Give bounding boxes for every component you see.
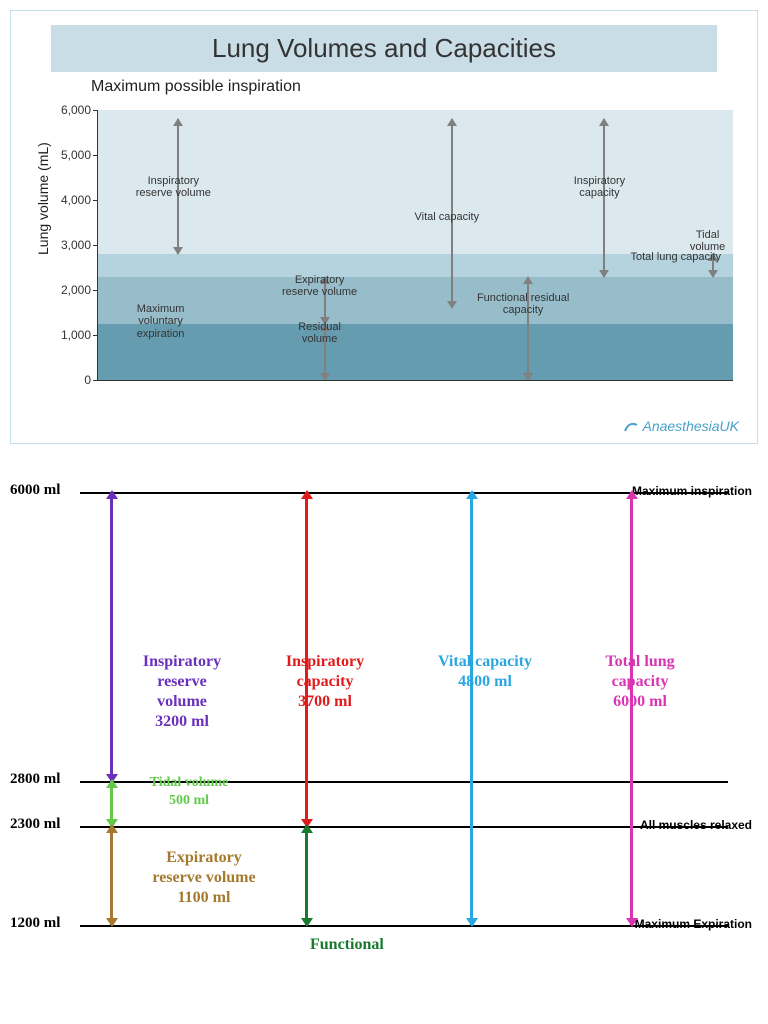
y-tick-label: 1,000 [41, 328, 91, 342]
swoosh-icon [623, 419, 639, 435]
functional-label: Functional [310, 935, 384, 955]
level-label-left: 1200 ml [10, 915, 60, 932]
y-axis-line [97, 110, 98, 380]
chart-title: Lung Volumes and Capacities [51, 25, 717, 72]
top-panel: Lung Volumes and Capacities Maximum poss… [10, 10, 758, 444]
volume-annotation: Inspiratoryreserve volume [133, 175, 213, 200]
capacity-label: Total lungcapacity6000 ml [570, 652, 710, 712]
spirometry-chart: Lung volume (mL) Inspiratoryreserve volu… [25, 100, 743, 410]
capacity-label: Tidal volume500 ml [124, 774, 254, 809]
volume-annotation: Tidalvolume [683, 229, 733, 254]
brand-attribution: AnaesthesiaUK [11, 414, 757, 443]
volume-annotation: Maximumvoluntaryexpiration [126, 303, 196, 341]
y-tick-label: 4,000 [41, 193, 91, 207]
brand-text: AnaesthesiaUK [642, 418, 739, 434]
x-axis-line [97, 380, 733, 381]
capacity-label: Inspiratorycapacity3700 ml [260, 652, 390, 712]
level-label-left: 6000 ml [10, 482, 60, 499]
capacity-arrow [110, 826, 113, 925]
capacity-arrow [110, 781, 113, 826]
y-tick-label: 5,000 [41, 148, 91, 162]
y-tick-label: 2,000 [41, 283, 91, 297]
volume-annotation: Inspiratorycapacity [559, 175, 639, 200]
level-label-left: 2300 ml [10, 816, 60, 833]
level-label-right: Maximum Expiration [635, 917, 752, 931]
plot-region: Inspiratoryreserve volume Maximumvoluntar… [97, 110, 733, 380]
volume-annotation: Functional residualcapacity [468, 292, 578, 317]
capacity-arrow [110, 492, 113, 781]
y-tick-label: 6,000 [41, 103, 91, 117]
level-label-left: 2800 ml [10, 771, 60, 788]
y-tick-label: 0 [41, 373, 91, 387]
level-label-right: Maximum inspiration [632, 484, 752, 498]
capacity-label: Expiratoryreserve volume1100 ml [124, 848, 284, 908]
level-label-right: All muscles relaxed [640, 818, 752, 832]
volume-annotation: Residualvolume [285, 321, 355, 346]
chart-subtitle: Maximum possible inspiration [91, 78, 757, 96]
volume-annotation: Expiratoryreserve volume [276, 274, 364, 299]
capacity-label: Inspiratoryreservevolume3200 ml [122, 652, 242, 732]
capacity-arrow [305, 826, 308, 925]
volume-annotation: Vital capacity [407, 211, 487, 224]
capacity-arrow [470, 492, 473, 925]
volumes-bar-diagram: 6000 ml Maximum inspiration 2800 ml 2300 ml… [10, 472, 758, 992]
capacity-label: Vital capacity4800 ml [415, 652, 555, 692]
y-tick-label: 3,000 [41, 238, 91, 252]
